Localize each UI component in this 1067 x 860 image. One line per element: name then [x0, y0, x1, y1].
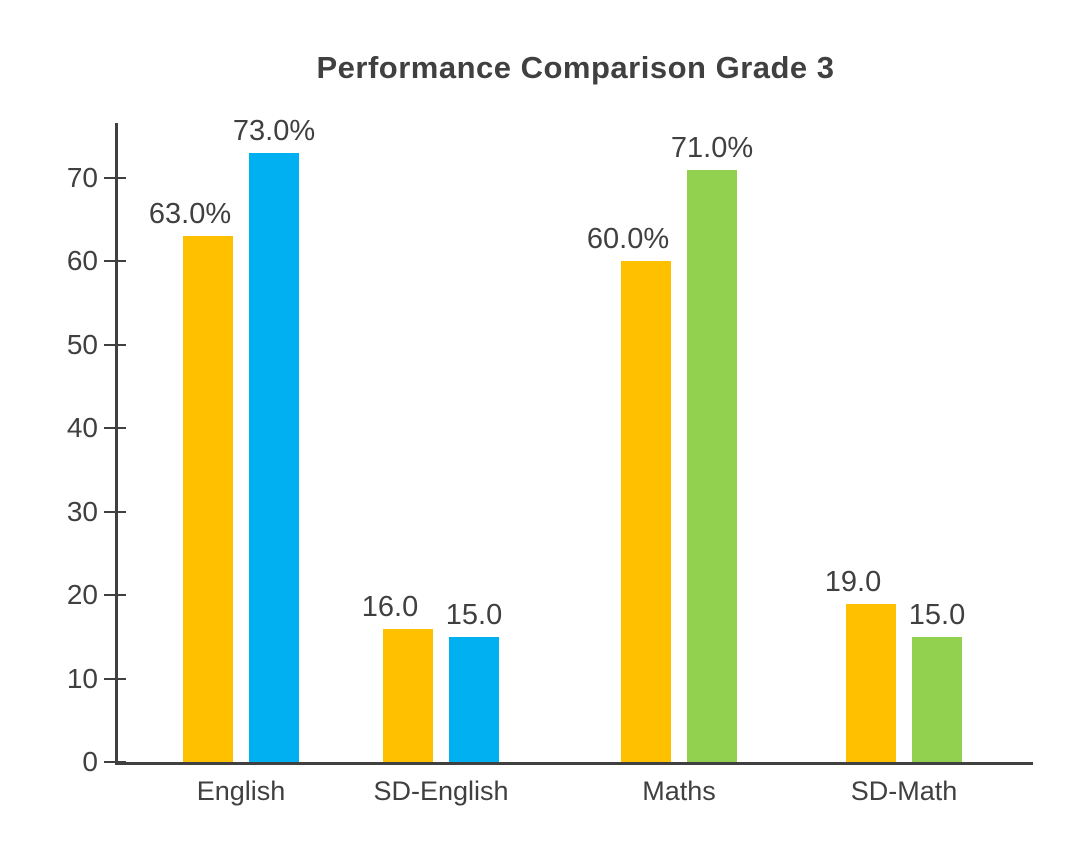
x-axis-label-sd-english: SD-English: [373, 776, 509, 806]
bar-value-label-english-blue: 73.0%: [232, 115, 316, 147]
y-tick-mark-30: [104, 510, 126, 513]
bar-sd-english-blue: [449, 637, 499, 762]
y-tick-mark-40: [104, 427, 126, 430]
bar-english-blue: [249, 153, 299, 762]
y-tick-label-60: 60: [66, 245, 98, 277]
x-axis-label-maths: Maths: [642, 776, 716, 806]
y-tick-label-20: 20: [66, 579, 98, 611]
bar-sd-math-green: [912, 637, 962, 762]
bar-value-label-maths-green: 71.0%: [670, 132, 754, 164]
bar-maths-orange: [621, 261, 671, 762]
chart-title: Performance Comparison Grade 3: [316, 50, 835, 85]
bar-value-label-sd-math-orange: 19.0: [824, 566, 882, 598]
bar-sd-english-orange: [383, 629, 433, 762]
y-tick-mark-50: [104, 343, 126, 346]
y-tick-label-30: 30: [66, 495, 98, 527]
x-axis-label-english: English: [196, 776, 286, 806]
y-tick-mark-60: [104, 260, 126, 263]
y-tick-mark-20: [104, 594, 126, 597]
bar-sd-math-orange: [846, 604, 896, 762]
bar-value-label-maths-orange: 60.0%: [586, 223, 670, 255]
y-tick-mark-70: [104, 177, 126, 180]
x-axis-label-sd-math: SD-Math: [850, 776, 958, 806]
y-tick-mark-0: [104, 761, 126, 763]
bar-value-label-sd-english-orange: 16.0: [361, 591, 419, 623]
y-tick-label-0: 0: [82, 746, 98, 777]
bar-value-label-english-orange: 63.0%: [148, 198, 232, 230]
bar-english-orange: [183, 236, 233, 762]
y-tick-label-50: 50: [66, 328, 98, 360]
bar-value-label-sd-english-blue: 15.0: [445, 599, 503, 631]
plot-area: 0 10 20 30 40 50 60 70 63.0% 73.0% English 16.0 15.0…: [67, 115, 1033, 806]
y-tick-mark-10: [104, 677, 126, 680]
bar-value-label-sd-math-green: 15.0: [908, 599, 966, 631]
y-tick-label-40: 40: [66, 412, 98, 444]
y-tick-label-70: 70: [66, 162, 98, 194]
bar-maths-green: [687, 170, 737, 762]
y-tick-label-10: 10: [66, 662, 98, 694]
